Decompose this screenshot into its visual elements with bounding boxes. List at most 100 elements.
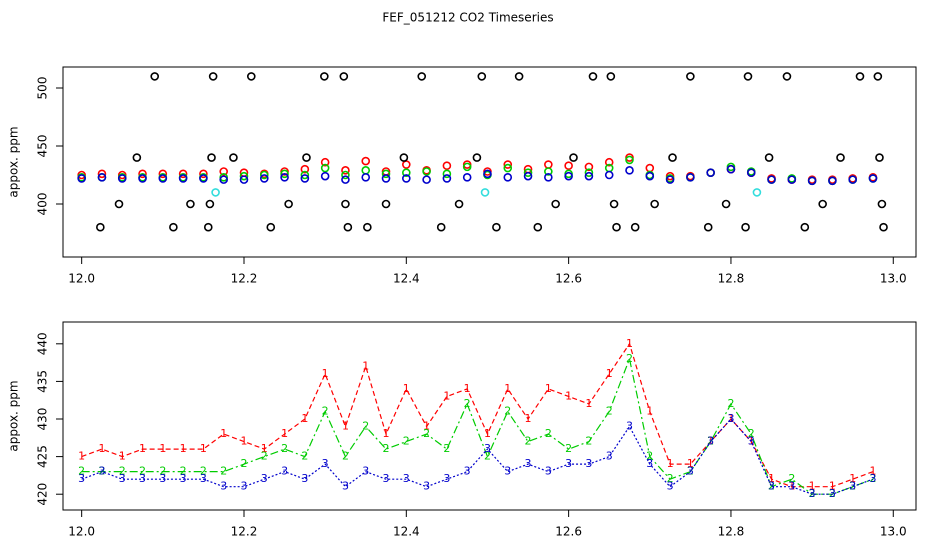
point-marker: 3 xyxy=(119,472,126,485)
point-marker: 1 xyxy=(423,420,430,433)
point-marker: 2 xyxy=(565,442,572,455)
point xyxy=(551,199,560,209)
point xyxy=(800,222,810,232)
point xyxy=(158,174,168,183)
point-marker: 2 xyxy=(240,457,247,470)
point xyxy=(665,175,675,184)
point xyxy=(417,72,427,81)
point-marker: 1 xyxy=(261,442,268,455)
point-marker: 1 xyxy=(849,472,856,485)
point xyxy=(302,153,311,162)
point xyxy=(207,153,216,162)
x-tick-label: 12.4 xyxy=(393,525,420,539)
point xyxy=(483,169,492,179)
point-marker: 2 xyxy=(606,404,613,417)
point xyxy=(480,188,490,197)
point xyxy=(138,169,147,179)
point-marker: 1 xyxy=(829,480,836,493)
point-marker: 2 xyxy=(869,472,876,485)
point xyxy=(422,175,431,184)
point xyxy=(741,222,750,232)
point xyxy=(77,174,86,183)
point-marker: 3 xyxy=(159,472,166,485)
point-marker: 2 xyxy=(403,435,410,448)
point xyxy=(343,222,353,232)
point xyxy=(341,166,350,175)
point xyxy=(564,161,573,171)
point-marker: 1 xyxy=(687,457,694,470)
x-tick-label: 12.6 xyxy=(555,525,582,539)
point xyxy=(266,222,276,232)
y-tick-label: 425 xyxy=(36,445,50,468)
point xyxy=(828,176,837,186)
series-line xyxy=(81,356,874,495)
point xyxy=(703,222,713,232)
point-marker: 3 xyxy=(180,472,187,485)
point-marker: 2 xyxy=(504,404,511,417)
point xyxy=(320,72,329,81)
point xyxy=(686,173,695,182)
point-marker: 3 xyxy=(545,465,552,478)
point xyxy=(178,169,188,179)
y-tick-label: 450 xyxy=(36,135,50,158)
point xyxy=(503,173,513,182)
point-marker: 2 xyxy=(119,465,126,478)
point-marker: 1 xyxy=(220,427,227,440)
point xyxy=(178,174,188,183)
point xyxy=(169,222,178,232)
x-tick-label: 12.8 xyxy=(718,272,745,286)
point xyxy=(645,163,655,173)
point xyxy=(879,222,888,232)
point xyxy=(422,167,431,176)
point xyxy=(544,173,553,182)
point xyxy=(300,170,310,180)
point-marker: 2 xyxy=(342,450,349,463)
point-marker: 3 xyxy=(748,435,755,448)
point-marker: 3 xyxy=(829,487,836,500)
point xyxy=(645,171,655,181)
point xyxy=(97,169,107,179)
point xyxy=(284,199,293,209)
point xyxy=(402,174,411,183)
point xyxy=(132,153,142,162)
point-marker: 1 xyxy=(240,435,247,448)
point-marker: 3 xyxy=(362,465,369,478)
point-marker: 1 xyxy=(626,337,633,350)
point xyxy=(300,174,310,183)
point xyxy=(381,174,391,183)
point-marker: 2 xyxy=(200,465,207,478)
point xyxy=(114,199,124,209)
point xyxy=(208,72,218,81)
plot-frame xyxy=(62,321,917,511)
point xyxy=(341,175,350,184)
point-marker: 1 xyxy=(443,389,450,402)
point-marker: 3 xyxy=(809,487,816,500)
point xyxy=(361,166,371,175)
point xyxy=(138,174,147,183)
point-marker: 1 xyxy=(200,442,207,455)
point-marker: 2 xyxy=(626,352,633,365)
point-marker: 1 xyxy=(159,442,166,455)
point xyxy=(807,176,817,186)
point xyxy=(584,171,594,181)
y-tick-label: 500 xyxy=(36,77,50,100)
point-marker: 2 xyxy=(383,442,390,455)
point xyxy=(402,160,411,169)
point-marker: 2 xyxy=(788,472,795,485)
point-marker: 3 xyxy=(667,480,674,493)
x-tick-label: 12.2 xyxy=(231,272,258,286)
point-marker: 1 xyxy=(383,427,390,440)
point xyxy=(97,173,107,182)
point-marker: 1 xyxy=(301,412,308,425)
point-marker: 1 xyxy=(606,367,613,380)
point xyxy=(523,168,533,177)
point xyxy=(158,169,168,179)
point-marker: 1 xyxy=(139,442,146,455)
y-tick-label: 440 xyxy=(36,332,50,355)
point xyxy=(533,222,543,232)
y-axis-label: appox. ppm xyxy=(7,126,21,197)
point-marker: 1 xyxy=(667,457,674,470)
point xyxy=(150,72,160,81)
point-marker: 2 xyxy=(362,420,369,433)
point xyxy=(544,167,553,176)
